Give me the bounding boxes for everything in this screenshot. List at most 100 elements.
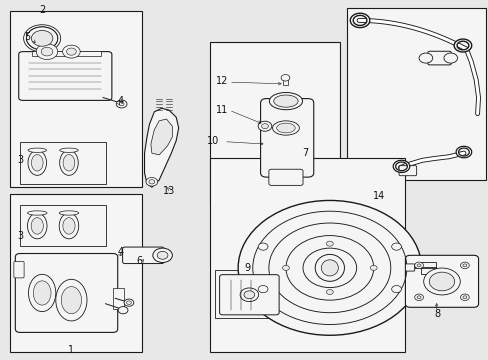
Circle shape bbox=[391, 243, 401, 250]
FancyBboxPatch shape bbox=[260, 99, 313, 177]
Text: 2: 2 bbox=[39, 5, 45, 15]
Text: 14: 14 bbox=[372, 191, 384, 201]
Circle shape bbox=[157, 251, 167, 259]
Ellipse shape bbox=[244, 291, 254, 299]
Polygon shape bbox=[144, 108, 178, 187]
Ellipse shape bbox=[61, 287, 81, 314]
Text: 8: 8 bbox=[433, 310, 439, 319]
Circle shape bbox=[416, 264, 420, 267]
Text: 1: 1 bbox=[68, 345, 74, 355]
Circle shape bbox=[116, 100, 127, 108]
Bar bbox=[20, 142, 105, 184]
Circle shape bbox=[126, 301, 131, 305]
Ellipse shape bbox=[276, 123, 295, 133]
Circle shape bbox=[124, 299, 134, 306]
Ellipse shape bbox=[33, 281, 51, 305]
Circle shape bbox=[391, 285, 401, 293]
FancyBboxPatch shape bbox=[122, 247, 163, 264]
FancyBboxPatch shape bbox=[405, 264, 414, 271]
Text: 3: 3 bbox=[17, 231, 23, 240]
Ellipse shape bbox=[428, 272, 454, 291]
Bar bbox=[20, 205, 105, 246]
Ellipse shape bbox=[28, 148, 46, 152]
Ellipse shape bbox=[31, 218, 43, 234]
Text: 4: 4 bbox=[117, 247, 123, 257]
Circle shape bbox=[258, 285, 267, 293]
Ellipse shape bbox=[63, 218, 75, 234]
Circle shape bbox=[443, 53, 457, 63]
Circle shape bbox=[238, 201, 421, 335]
Circle shape bbox=[369, 265, 376, 270]
Circle shape bbox=[416, 296, 420, 299]
Bar bbox=[32, 51, 101, 56]
Ellipse shape bbox=[28, 274, 56, 312]
Ellipse shape bbox=[63, 154, 75, 171]
Ellipse shape bbox=[423, 268, 459, 295]
Circle shape bbox=[66, 48, 76, 55]
Bar bbox=[215, 270, 281, 318]
Ellipse shape bbox=[27, 211, 47, 215]
Text: 5: 5 bbox=[24, 32, 31, 41]
Circle shape bbox=[462, 264, 466, 267]
Bar bbox=[210, 42, 339, 205]
Circle shape bbox=[153, 248, 172, 262]
Bar bbox=[346, 8, 485, 180]
FancyBboxPatch shape bbox=[427, 51, 450, 65]
Polygon shape bbox=[151, 119, 172, 155]
Bar bbox=[210, 158, 405, 352]
Circle shape bbox=[281, 75, 289, 81]
Ellipse shape bbox=[269, 93, 302, 110]
Ellipse shape bbox=[272, 121, 299, 135]
Bar bbox=[113, 288, 123, 309]
FancyBboxPatch shape bbox=[15, 253, 118, 332]
Ellipse shape bbox=[315, 255, 344, 281]
Ellipse shape bbox=[321, 260, 338, 276]
Ellipse shape bbox=[28, 150, 46, 175]
Bar bbox=[282, 78, 288, 85]
Text: 10: 10 bbox=[206, 136, 219, 145]
Circle shape bbox=[26, 27, 58, 50]
FancyBboxPatch shape bbox=[268, 169, 303, 185]
Circle shape bbox=[149, 180, 155, 184]
Circle shape bbox=[146, 177, 158, 186]
Bar bbox=[10, 12, 142, 187]
Text: 7: 7 bbox=[302, 148, 308, 158]
Circle shape bbox=[31, 31, 53, 46]
Circle shape bbox=[414, 262, 423, 269]
Ellipse shape bbox=[31, 154, 43, 171]
Circle shape bbox=[258, 121, 271, 131]
Bar bbox=[10, 194, 142, 352]
Ellipse shape bbox=[56, 279, 87, 321]
FancyBboxPatch shape bbox=[398, 166, 416, 176]
FancyBboxPatch shape bbox=[219, 275, 279, 315]
FancyBboxPatch shape bbox=[14, 261, 24, 278]
Ellipse shape bbox=[59, 213, 79, 239]
Ellipse shape bbox=[59, 211, 79, 215]
Ellipse shape bbox=[60, 150, 78, 175]
Circle shape bbox=[418, 53, 432, 63]
Text: 12: 12 bbox=[216, 76, 228, 86]
Circle shape bbox=[414, 294, 423, 301]
Bar bbox=[420, 262, 435, 274]
FancyBboxPatch shape bbox=[405, 255, 478, 307]
Circle shape bbox=[119, 102, 124, 106]
Circle shape bbox=[282, 265, 289, 270]
Circle shape bbox=[62, 45, 80, 58]
Circle shape bbox=[460, 294, 468, 301]
Circle shape bbox=[41, 47, 53, 56]
Text: 9: 9 bbox=[244, 263, 249, 273]
Text: 4: 4 bbox=[117, 96, 123, 106]
Circle shape bbox=[261, 124, 268, 129]
Circle shape bbox=[326, 241, 332, 246]
FancyBboxPatch shape bbox=[19, 51, 112, 100]
Circle shape bbox=[462, 296, 466, 299]
Text: 11: 11 bbox=[216, 105, 228, 115]
Circle shape bbox=[258, 243, 267, 250]
Ellipse shape bbox=[27, 213, 47, 239]
Circle shape bbox=[36, 44, 58, 59]
Text: 3: 3 bbox=[17, 155, 23, 165]
Circle shape bbox=[118, 307, 128, 314]
Ellipse shape bbox=[60, 148, 78, 152]
Circle shape bbox=[460, 262, 468, 269]
Ellipse shape bbox=[273, 95, 298, 107]
